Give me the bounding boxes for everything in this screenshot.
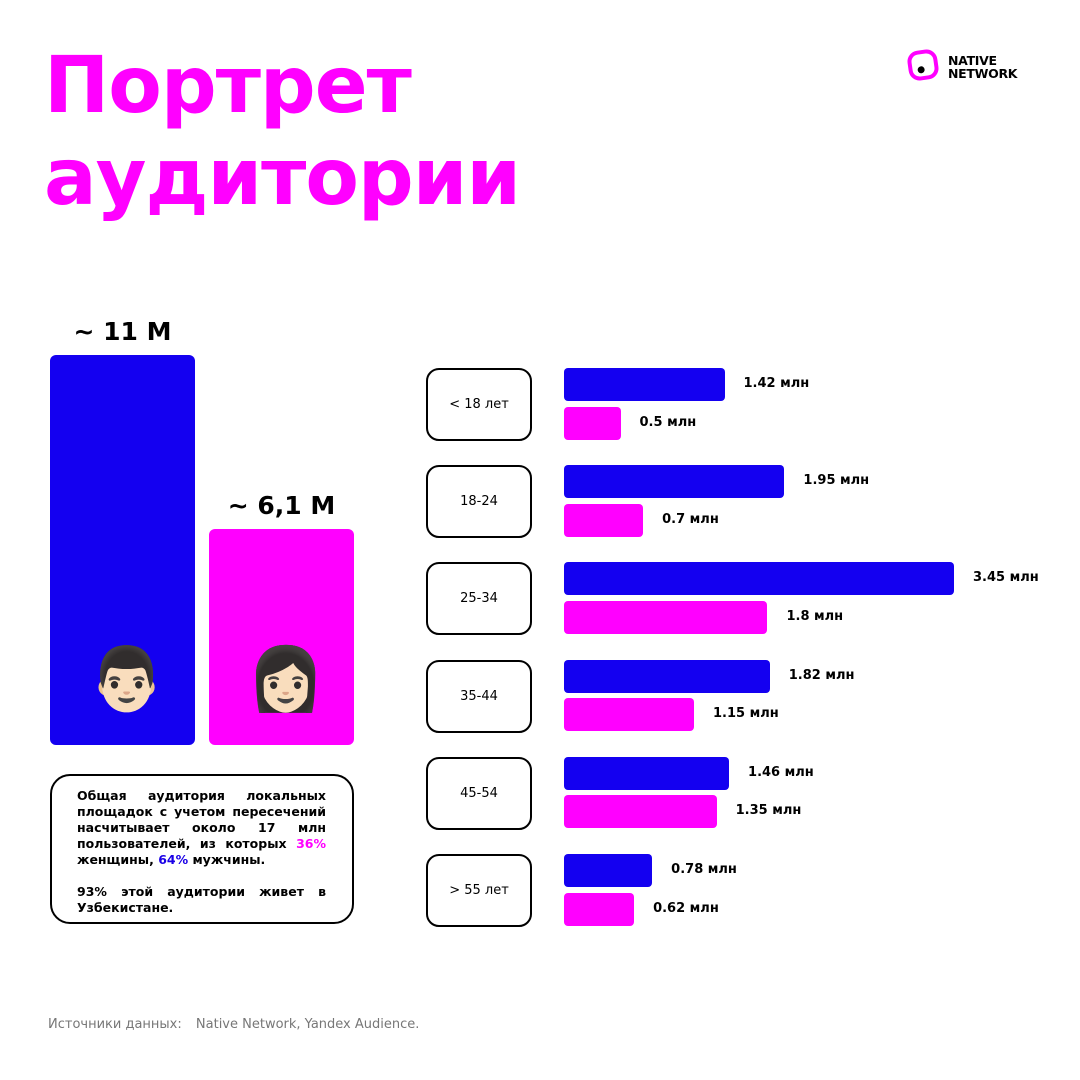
- men-bar: [564, 756, 730, 790]
- note-text: мужчины.: [192, 852, 266, 867]
- note-text: Общая аудитория локальных площадок с уче…: [77, 788, 326, 851]
- title-line-1: Портрет: [44, 41, 412, 131]
- women-bar: [564, 406, 621, 440]
- age-group-label: < 18 лет: [426, 368, 532, 441]
- age-group-label: 45-54: [426, 756, 532, 830]
- sources-text: Native Network, Yandex Audience.: [195, 1017, 420, 1032]
- audience-note: Общая аудитория локальных площадок с уче…: [50, 774, 354, 924]
- women-bar: [564, 892, 635, 926]
- note-paragraph-1: Общая аудитория локальных площадок с уче…: [77, 788, 326, 868]
- women-value-label: 1.15 млн: [713, 706, 779, 722]
- women-bar: [564, 698, 694, 732]
- women-value-label: 0.5 млн: [639, 414, 697, 430]
- men-bar: [564, 368, 725, 401]
- logo-text: NATIVE NETWORK: [948, 54, 1017, 80]
- age-group-label: 35-44: [426, 659, 532, 733]
- man-emoji-icon: 👨🏻: [88, 645, 166, 714]
- age-group-label: > 55 лет: [426, 854, 532, 927]
- women-bar: [564, 503, 644, 537]
- native-network-logo: NATIVE NETWORK: [906, 48, 1038, 88]
- woman-emoji-icon: 👩🏻: [247, 645, 325, 714]
- women-value-label: 0.7 млн: [662, 511, 719, 527]
- age-group-label: 25-34: [426, 562, 532, 636]
- men-value-label: 0.78 млн: [671, 862, 737, 877]
- women-value-label: 0.62 млн: [653, 900, 719, 916]
- logo-mark-icon: [906, 48, 940, 82]
- men-bar: [564, 465, 785, 499]
- women-value-label: 1.8 млн: [786, 608, 844, 624]
- note-text: женщины,: [77, 852, 154, 867]
- women-total-bar: [209, 528, 354, 745]
- women-bar: [564, 600, 768, 634]
- men-value-label: 1.46 млн: [748, 764, 814, 780]
- men-percent: 64%: [158, 852, 189, 867]
- men-value-label: 1.82 млн: [788, 667, 855, 683]
- men-bar: [564, 659, 770, 693]
- men-value-label: 1.42 млн: [743, 376, 810, 391]
- note-text: этой аудитории живет в Узбекистане.: [77, 884, 326, 915]
- title-line-2: аудитории: [44, 133, 521, 223]
- men-value-label: 1.95 млн: [803, 473, 870, 489]
- sources-footer: Источники данных: Native Network, Yandex…: [48, 1017, 419, 1032]
- men-bar: [564, 854, 653, 887]
- women-value-label: 1.35 млн: [735, 803, 802, 819]
- men-total-bar: [50, 355, 195, 745]
- men-value-label: 3.45 млн: [973, 570, 1039, 586]
- logo-line-1: NATIVE: [948, 53, 997, 68]
- logo-line-2: NETWORK: [948, 66, 1018, 81]
- women-total-label: ~ 6,1 M: [227, 490, 336, 520]
- uzbekistan-percent: 93%: [77, 884, 107, 899]
- age-group-label: 18-24: [426, 465, 532, 539]
- men-bar: [564, 562, 954, 596]
- men-total-label: ~ 11 M: [73, 317, 172, 346]
- women-percent: 36%: [296, 836, 326, 851]
- women-bar: [564, 795, 717, 829]
- page-title: Портрет аудитории: [44, 40, 521, 224]
- sources-label: Источники данных:: [48, 1017, 182, 1032]
- note-paragraph-2: 93% этой аудитории живет в Узбекистане.: [77, 884, 326, 916]
